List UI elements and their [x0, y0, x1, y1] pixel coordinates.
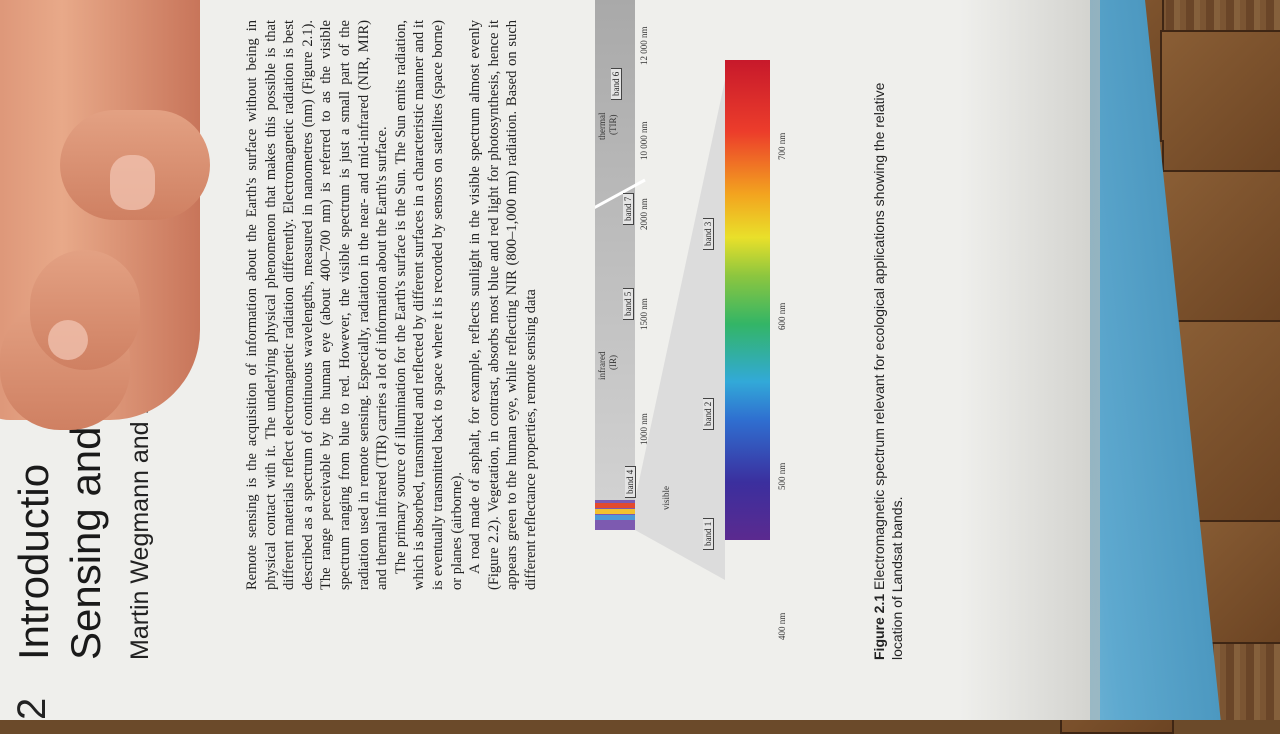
rotated-page-content: 2 Introductio Sensing and GI Martin Wegm…	[10, 0, 906, 720]
chapter-number: 2	[10, 697, 54, 720]
spectrum-diagram	[595, 0, 725, 580]
label-infrared: infrared	[597, 351, 607, 380]
label-visible: visible	[661, 486, 671, 510]
page-edge-shadow	[960, 0, 1100, 720]
label-thermal-abbr: (TIR)	[608, 114, 618, 136]
bottom-tick-400: 400 nm	[777, 612, 787, 640]
bottom-tick-700: 700 nm	[777, 132, 787, 160]
label-infrared-abbr: (IR)	[608, 355, 618, 370]
top-tick-10000: 10 000 nm	[639, 121, 649, 160]
top-tick-1000: 1000 nm	[639, 413, 649, 445]
caption-label: Figure 2.1	[871, 593, 887, 660]
band-7-label: band 7	[623, 192, 634, 225]
top-tick-12000: 12 000 nm	[639, 26, 649, 65]
body-text: Remote sensing is the acquisition of inf…	[243, 20, 541, 590]
paragraph: Remote sensing is the acquisition of inf…	[244, 20, 391, 590]
chapter-title-line1: Introductio	[10, 463, 57, 660]
finger	[30, 250, 140, 370]
top-tick-2000: 2000 nm	[639, 198, 649, 230]
bottom-tick-600: 600 nm	[777, 302, 787, 330]
label-thermal: thermal	[597, 112, 607, 141]
band-1-label: band 1	[703, 517, 714, 550]
visible-spectrum-bar	[725, 60, 770, 540]
caption-text: Electromagnetic spectrum relevant for ec…	[871, 82, 905, 660]
band-5-label: band 5	[623, 287, 634, 320]
fingernail	[110, 155, 155, 210]
band-4-label: band 4	[625, 465, 636, 498]
figure-spectrum: infrared (IR) thermal (TIR) band 4 band …	[595, 0, 787, 680]
band-6-label: band 6	[611, 67, 622, 100]
top-tick-1500: 1500 nm	[639, 298, 649, 330]
band-2-label: band 2	[703, 397, 714, 430]
bottom-tick-500: 500 nm	[777, 462, 787, 490]
paragraph: The primary source of illumination for t…	[392, 20, 465, 590]
figure-caption: Figure 2.1 Electromagnetic spectrum rele…	[870, 60, 906, 660]
band-3-label: band 3	[703, 217, 714, 250]
fingernail	[48, 320, 88, 360]
paragraph: A road made of asphalt, for example, ref…	[467, 20, 539, 590]
